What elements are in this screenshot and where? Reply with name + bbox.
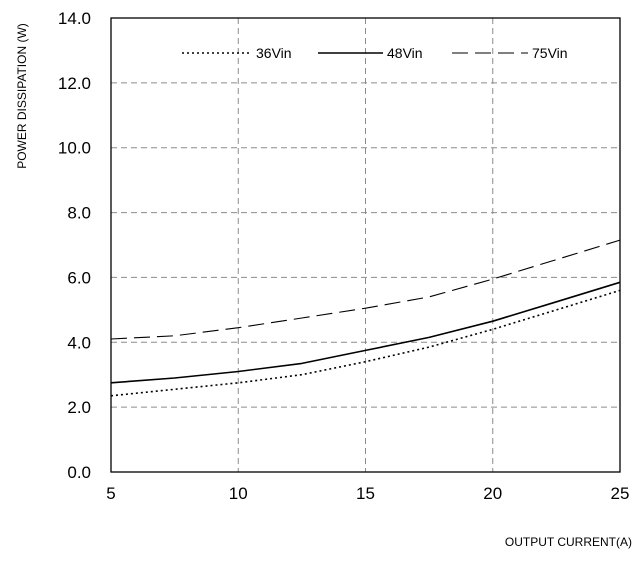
legend: 36Vin 48Vin 75Vin xyxy=(182,45,568,61)
y-tick-label: 6.0 xyxy=(67,268,91,287)
y-tick-label: 8.0 xyxy=(67,204,91,223)
series-line-48vin xyxy=(110,281,621,384)
x-tick-label: 25 xyxy=(611,484,630,503)
x-tick-label: 20 xyxy=(483,484,502,503)
y-tick-label: 14.0 xyxy=(58,9,91,28)
series-lines xyxy=(110,239,621,397)
x-tick-label: 5 xyxy=(106,484,115,503)
legend-label-75vin: 75Vin xyxy=(532,45,568,61)
series-line-75vin xyxy=(110,239,621,340)
x-axis-title: OUTPUT CURRENT(A) xyxy=(505,535,632,549)
x-tick-label: 10 xyxy=(229,484,248,503)
y-tick-label: 0.0 xyxy=(67,463,91,482)
series-line-36vin xyxy=(110,289,621,397)
x-tick-label: 15 xyxy=(356,484,375,503)
grid-lines xyxy=(111,18,620,472)
y-axis-title: POWER DISSIPATION (W) xyxy=(15,23,29,169)
y-tick-label: 2.0 xyxy=(67,398,91,417)
y-tick-label: 12.0 xyxy=(58,74,91,93)
y-tick-label: 10.0 xyxy=(58,139,91,158)
legend-label-36vin: 36Vin xyxy=(256,45,292,61)
legend-label-48vin: 48Vin xyxy=(387,45,423,61)
tick-labels: 0.0 2.0 4.0 6.0 8.0 10.0 12.0 14.0 5 10 15 20 25 xyxy=(58,9,630,503)
plot-frame xyxy=(110,17,621,473)
y-tick-label: 4.0 xyxy=(67,333,91,352)
